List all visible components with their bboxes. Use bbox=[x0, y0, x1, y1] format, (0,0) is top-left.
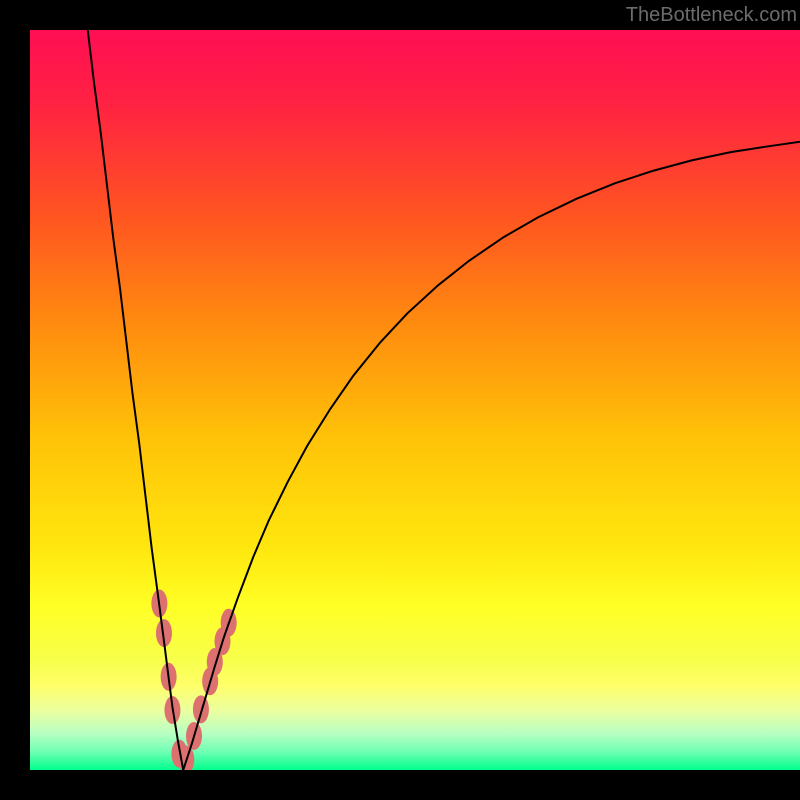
watermark-text: TheBottleneck.com bbox=[626, 4, 797, 27]
bottleneck-chart bbox=[0, 0, 800, 800]
chart-container: TheBottleneck.com bbox=[0, 0, 800, 800]
data-point-marker bbox=[193, 695, 209, 723]
chart-background-gradient bbox=[30, 30, 800, 770]
